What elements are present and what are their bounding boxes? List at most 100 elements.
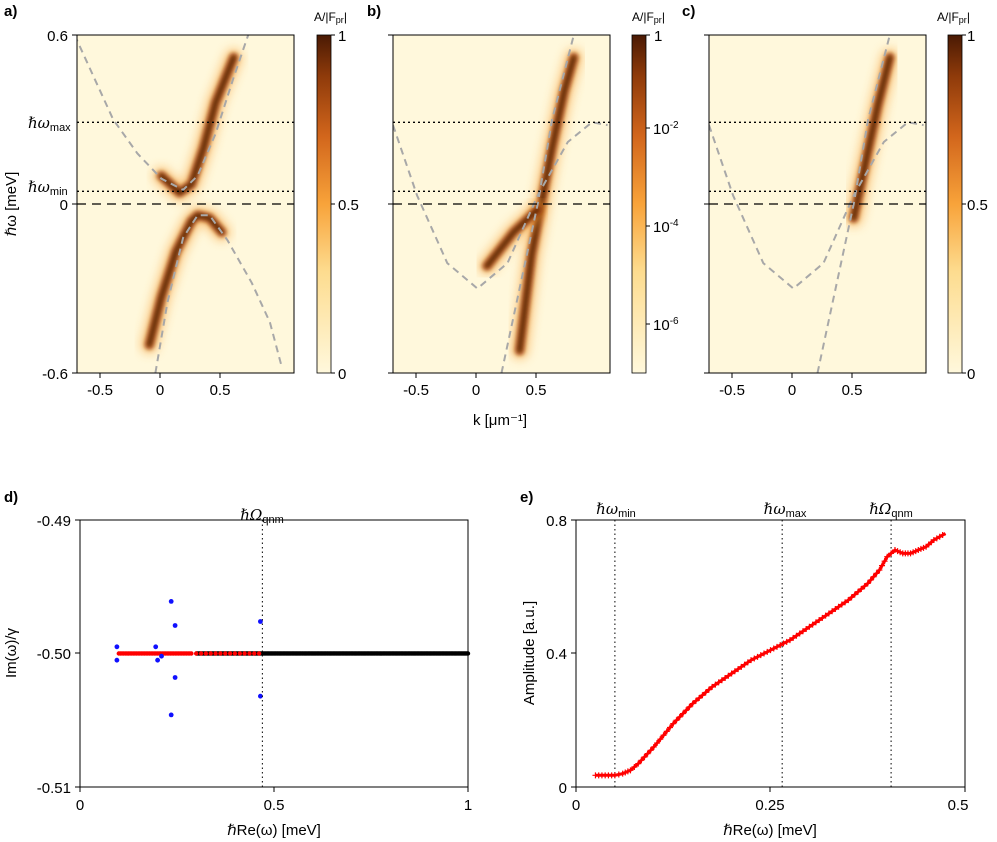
point-d-red-72 <box>232 651 238 656</box>
marker-e-28 <box>683 707 690 714</box>
cb-label-b-1: 10-2 <box>653 120 679 138</box>
marker-e-62 <box>793 632 800 639</box>
marker-e-83 <box>861 583 868 590</box>
ylabel-e: Amplitude [a.u.] <box>521 601 538 705</box>
ytick-label-d-1: -0.50 <box>37 646 71 663</box>
marker-e-49 <box>751 655 758 662</box>
panel-label-c: c) <box>682 3 695 20</box>
heatmap-c-guide-curves <box>709 35 924 373</box>
marker-e-34 <box>702 689 709 696</box>
axes-e-frame <box>575 519 966 788</box>
heatmap-b-bands <box>478 48 583 360</box>
xtick-label-b-0: -0.5 <box>403 382 429 399</box>
annotation-omega-qnm-d: ℏΩqnm <box>240 506 284 526</box>
marker-e-33 <box>699 692 706 699</box>
xlabel-d: ℏRe(ω) [meV] <box>227 822 321 839</box>
heatmap-c-bands <box>844 48 899 228</box>
point-d-blue-7 <box>172 623 178 628</box>
marker-e-48 <box>748 657 755 664</box>
annotation-omega-max: ℏωmax <box>28 114 71 134</box>
heatmap-c-reference-lines <box>709 121 926 205</box>
marker-e-21 <box>660 732 667 739</box>
marker-e-43 <box>731 668 738 675</box>
marker-e-37 <box>712 681 719 688</box>
marker-e-36 <box>709 683 716 690</box>
marker-e-71 <box>822 612 829 619</box>
marker-e-38 <box>715 679 722 686</box>
cb-label-c-0: 1 <box>967 28 975 45</box>
point-d-red-54 <box>203 651 209 656</box>
marker-e-70 <box>819 614 826 621</box>
point-d-red-60 <box>213 651 218 656</box>
marker-e-15 <box>641 753 648 760</box>
marker-e-63 <box>796 630 803 637</box>
marker-e-55 <box>770 645 777 652</box>
xtick-label-e-0: 0 <box>572 797 580 814</box>
marker-e-54 <box>767 647 774 654</box>
marker-e-52 <box>761 650 768 657</box>
heatmap-a-reference-lines <box>77 121 294 205</box>
point-d-red-48 <box>194 651 199 656</box>
line-e <box>595 532 947 777</box>
guide-curve-b-parabola <box>393 121 608 290</box>
marker-e-41 <box>725 672 732 679</box>
marker-e-89 <box>879 562 886 569</box>
marker-e-80 <box>851 591 858 598</box>
cb-label-b-3: 10-6 <box>653 316 679 334</box>
marker-e-78 <box>845 597 852 604</box>
guide-curve-c-line <box>816 35 891 373</box>
ytick-label-d-0: -0.49 <box>37 513 71 530</box>
marker-e-31 <box>692 697 699 704</box>
marker-e-12 <box>631 763 638 770</box>
marker-e-40 <box>722 674 729 681</box>
marker-e-45 <box>738 663 745 670</box>
marker-e-60 <box>786 637 793 644</box>
xtick-label-e-1: 0.25 <box>755 797 784 814</box>
marker-e-86 <box>870 573 877 580</box>
xtick-label-d-1: 0.5 <box>264 797 285 814</box>
cb-label-a-1: 0.5 <box>338 197 359 214</box>
line-e-points <box>592 532 947 779</box>
marker-e-79 <box>848 594 855 601</box>
xtick-label-e-2: 0.5 <box>948 797 969 814</box>
point-d-red-57 <box>208 651 213 656</box>
ytick-label-e-1: 0.4 <box>546 646 567 663</box>
panel-e: e) ℏωmin ℏωmax ℏΩqnm 0.8 0.4 0 0 0.25 0.… <box>520 489 968 839</box>
marker-e-24 <box>670 720 677 727</box>
ytick-label-a-1: 0 <box>60 197 68 214</box>
marker-e-27 <box>679 710 686 717</box>
scatter-d-points <box>114 599 471 718</box>
colorbar-b <box>631 34 647 374</box>
heatmap-a-bands <box>140 48 243 354</box>
marker-e-17 <box>647 747 654 754</box>
colorbar-c <box>947 34 963 374</box>
xtick-label-b-2: 0.5 <box>526 382 547 399</box>
annotation-omega-min: ℏωmin <box>28 178 68 198</box>
marker-e-85 <box>867 577 874 584</box>
cb-label-a-0: 1 <box>338 28 346 45</box>
marker-e-53 <box>764 648 771 655</box>
marker-e-46 <box>741 661 748 668</box>
xtick-label-d-2: 1 <box>464 797 472 814</box>
annotation-omega-qnm-e: ℏΩqnm <box>869 500 913 520</box>
marker-e-47 <box>744 659 751 666</box>
point-d-red-66 <box>223 651 228 656</box>
cb-label-a-2: 0 <box>338 366 346 383</box>
marker-e-16 <box>644 750 651 757</box>
ytick-label-e-2: 0 <box>559 780 567 797</box>
heatmap-b-reference-lines <box>393 121 610 205</box>
point-d-red-81 <box>247 651 252 656</box>
xtick-label-a-0: -0.5 <box>87 382 113 399</box>
annotation-omega-min-e: ℏωmin <box>596 500 636 520</box>
point-d-blue-6 <box>168 712 174 718</box>
xtick-label-c-0: -0.5 <box>719 382 745 399</box>
guide-curve-a-upper <box>77 35 250 192</box>
marker-e-26 <box>676 713 683 720</box>
ylabel-top-row: ℏω [meV] <box>3 172 20 237</box>
marker-e-59 <box>783 638 790 645</box>
xtick-label-a-1: 0 <box>156 382 164 399</box>
point-d-blue-5 <box>168 599 174 604</box>
xtick-label-a-2: 0.5 <box>210 382 231 399</box>
panel-d: d) ℏΩqnm -0.49 -0.50 -0.51 0 0.5 1 ℏRe(ω… <box>3 489 472 839</box>
point-d-red-69 <box>227 651 233 656</box>
